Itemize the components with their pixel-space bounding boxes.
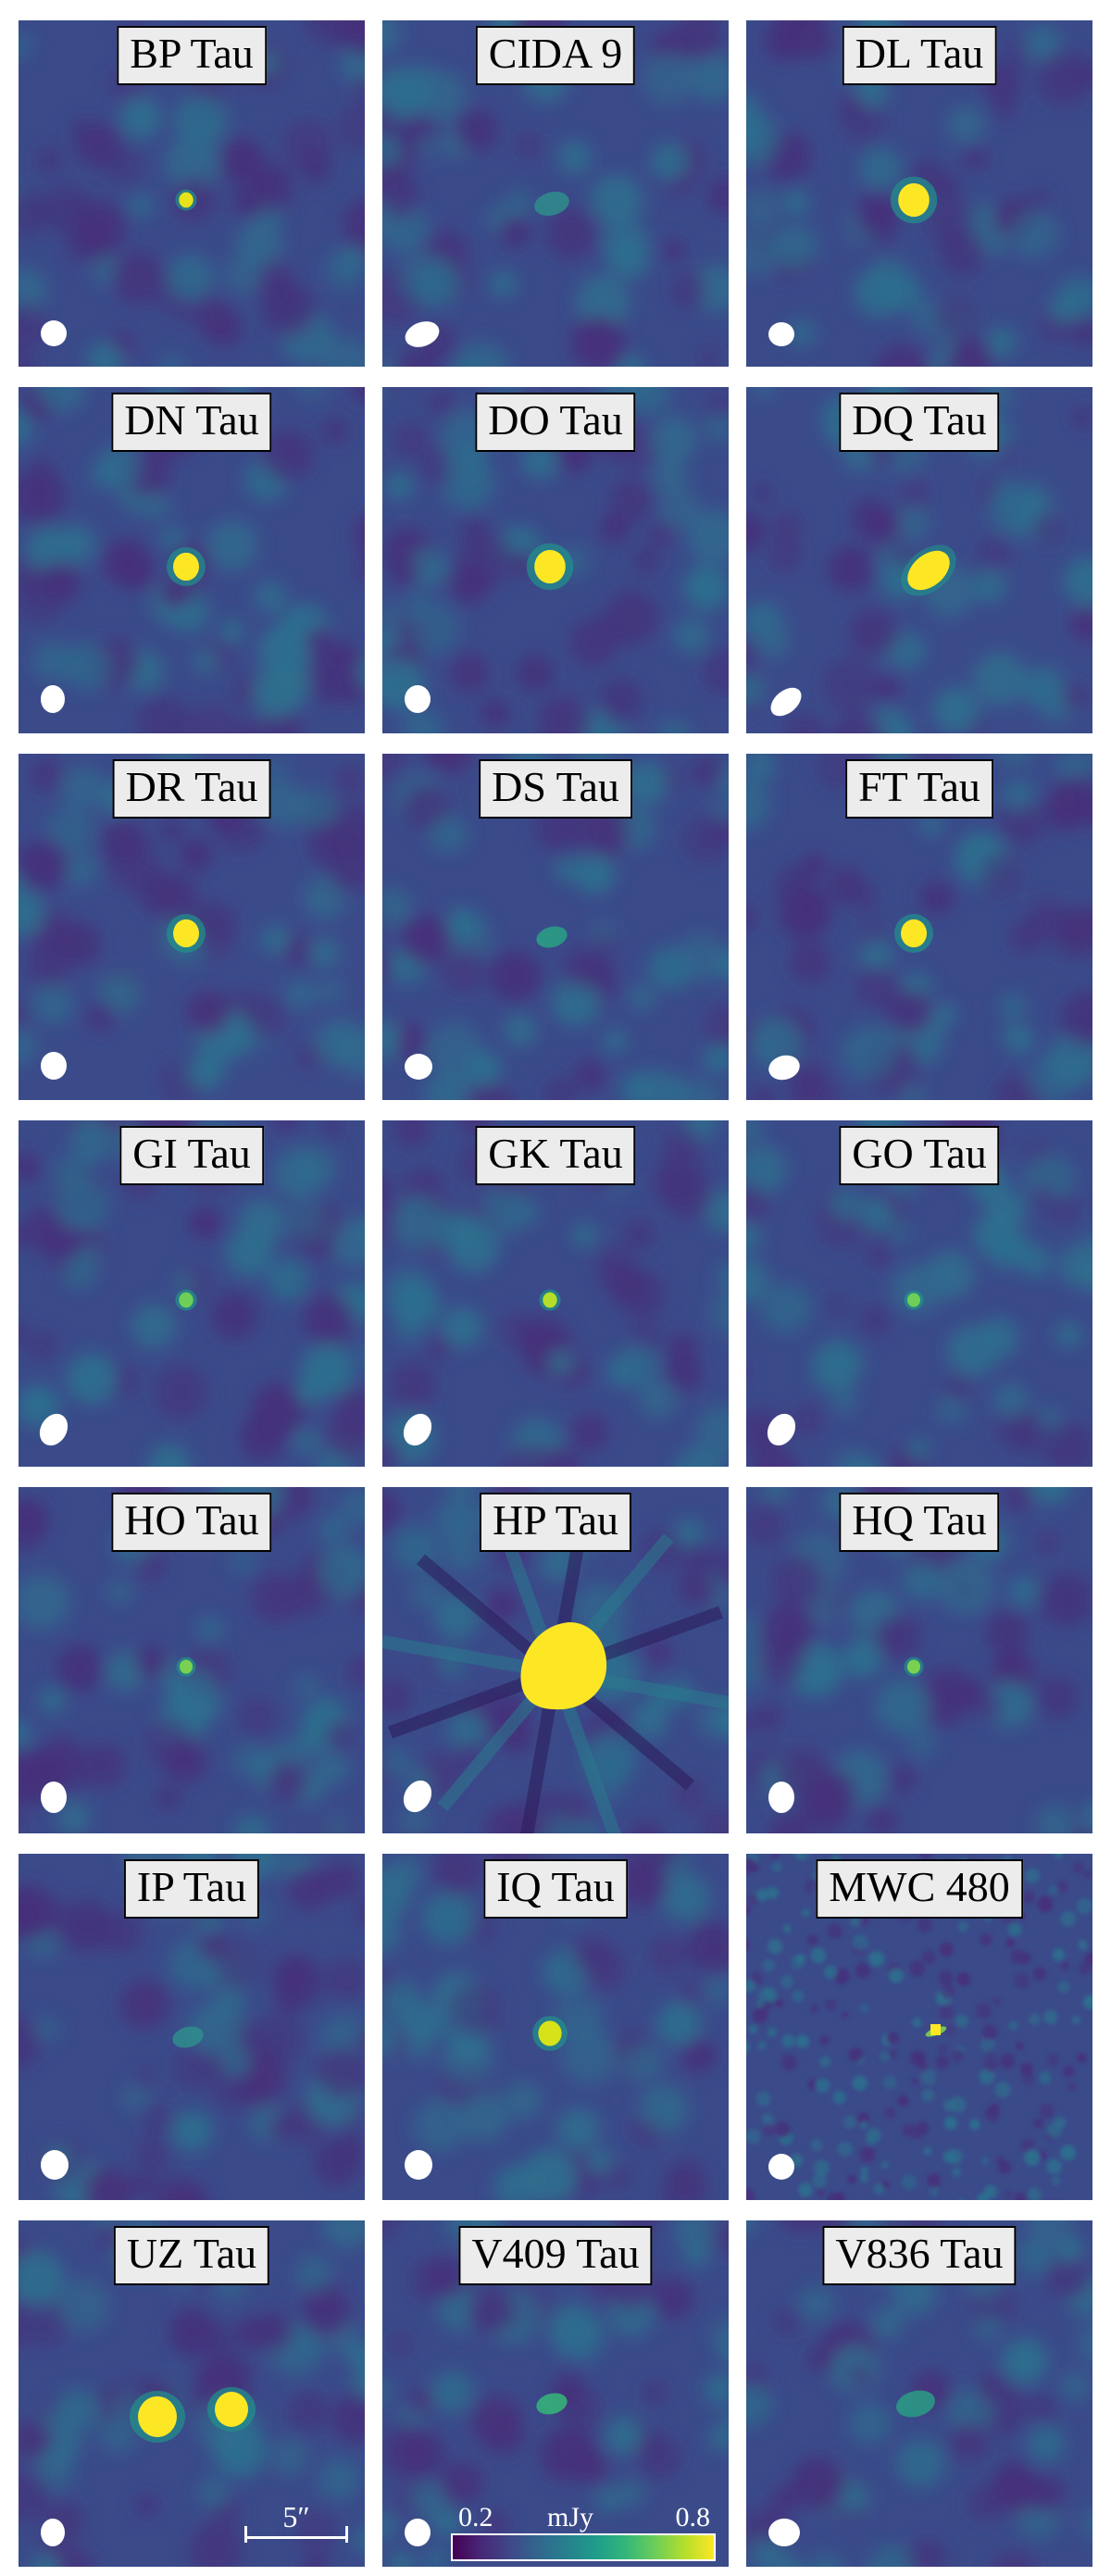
source-name-label: CIDA 9	[475, 26, 636, 85]
noise-map	[746, 1120, 1092, 1467]
source-name-label: MWC 480	[816, 1859, 1023, 1919]
panel-ip-tau: IP Tau	[19, 1854, 365, 2200]
source-emission	[536, 2393, 568, 2415]
source-name-label: FT Tau	[845, 759, 993, 819]
source-emission	[173, 552, 199, 581]
source-name-label: GO Tau	[839, 1126, 1000, 1185]
beam-ellipse	[41, 685, 65, 713]
noise-map	[19, 387, 365, 733]
source-emission	[215, 2392, 248, 2427]
panel-mwc-480: MWC 480	[746, 1854, 1092, 2200]
source-name-label: HO Tau	[111, 1493, 272, 1552]
colorbar: 0.2 mJy 0.8	[451, 2504, 716, 2561]
scale-bar-line	[345, 2526, 348, 2543]
colorbar-min-label: 0.2	[458, 2502, 493, 2532]
scale-bar: 5″	[244, 2502, 348, 2543]
source-emission	[179, 1292, 193, 1308]
beam-ellipse	[405, 2150, 432, 2180]
source-emission	[930, 2024, 941, 2035]
beam-ellipse	[768, 2519, 800, 2546]
beam-ellipse	[768, 322, 794, 346]
beam-ellipse	[405, 2519, 431, 2546]
source-emission	[536, 926, 568, 948]
source-name-label: DL Tau	[842, 26, 997, 85]
panel-dq-tau: DQ Tau	[746, 387, 1092, 733]
source-name-label: DN Tau	[111, 393, 272, 452]
colorbar-unit-label: mJy	[547, 2502, 594, 2532]
source-emission	[543, 1292, 557, 1308]
noise-map	[382, 20, 729, 367]
beam-ellipse	[768, 1782, 794, 1813]
source-name-label: V409 Tau	[458, 2226, 653, 2285]
beam-ellipse	[41, 2519, 65, 2546]
panel-ft-tau: FT Tau	[746, 754, 1092, 1100]
source-name-label: DS Tau	[479, 759, 632, 819]
source-emission	[173, 919, 199, 948]
panel-dn-tau: DN Tau	[19, 387, 365, 733]
panel-ho-tau: HO Tau	[19, 1487, 365, 1833]
panel-go-tau: GO Tau	[746, 1120, 1092, 1467]
panel-hq-tau: HQ Tau	[746, 1487, 1092, 1833]
source-emission	[172, 2026, 204, 2048]
source-name-label: BP Tau	[117, 26, 267, 85]
source-emission	[907, 550, 950, 591]
panel-bp-tau: BP Tau	[19, 20, 365, 367]
source-name-label: UZ Tau	[113, 2226, 270, 2285]
noise-map	[19, 1487, 365, 1833]
source-emission	[538, 2020, 562, 2046]
panel-gk-tau: GK Tau	[382, 1120, 729, 1467]
beam-ellipse	[405, 685, 431, 713]
beam-ellipse	[768, 2154, 794, 2180]
panel-dr-tau: DR Tau	[19, 754, 365, 1100]
source-emission	[898, 182, 930, 218]
source-name-label: DO Tau	[475, 393, 636, 452]
source-name-label: IQ Tau	[483, 1859, 628, 1919]
panel-hp-tau: HP Tau	[382, 1487, 729, 1833]
source-emission	[901, 919, 927, 948]
source-emission	[534, 549, 566, 584]
panel-uz-tau: UZ Tau 5″	[19, 2220, 365, 2567]
beam-ellipse	[41, 1052, 67, 1080]
panel-cida-9: CIDA 9	[382, 20, 729, 367]
colorbar-gradient	[451, 2533, 716, 2561]
source-emission	[138, 2396, 177, 2437]
beam-ellipse	[41, 2150, 69, 2180]
source-name-label: DR Tau	[112, 759, 271, 819]
scale-bar-label: 5″	[282, 2500, 310, 2533]
source-emission	[907, 1293, 920, 1307]
source-emission	[180, 1659, 193, 1674]
panel-dl-tau: DL Tau	[746, 20, 1092, 367]
source-emission	[907, 1659, 920, 1674]
source-emission	[179, 192, 193, 208]
panel-do-tau: DO Tau	[382, 387, 729, 733]
scale-bar-line	[244, 2526, 247, 2543]
panel-iq-tau: IQ Tau	[382, 1854, 729, 2200]
source-name-label: HQ Tau	[839, 1493, 1000, 1552]
colorbar-max-label: 0.8	[675, 2502, 711, 2532]
beam-ellipse	[41, 1782, 67, 1813]
source-emission	[534, 192, 569, 216]
source-name-label: GI Tau	[119, 1126, 264, 1185]
source-name-label: IP Tau	[123, 1859, 260, 1919]
source-emission	[520, 1622, 607, 1710]
panel-ds-tau: DS Tau	[382, 754, 729, 1100]
source-name-label: V836 Tau	[822, 2226, 1017, 2285]
beam-ellipse	[41, 320, 67, 346]
beam-ellipse	[405, 1054, 432, 1080]
noise-map	[746, 2220, 1092, 2567]
source-emission	[896, 2390, 935, 2418]
panel-v409-tau: V409 Tau 0.2 mJy 0.8	[382, 2220, 729, 2567]
panel-v836-tau: V836 Tau	[746, 2220, 1092, 2567]
panel-gi-tau: GI Tau	[19, 1120, 365, 1467]
source-name-label: HP Tau	[479, 1493, 632, 1552]
source-name-label: DQ Tau	[839, 393, 1000, 452]
scale-bar-line	[244, 2536, 348, 2539]
source-name-label: GK Tau	[475, 1126, 636, 1185]
